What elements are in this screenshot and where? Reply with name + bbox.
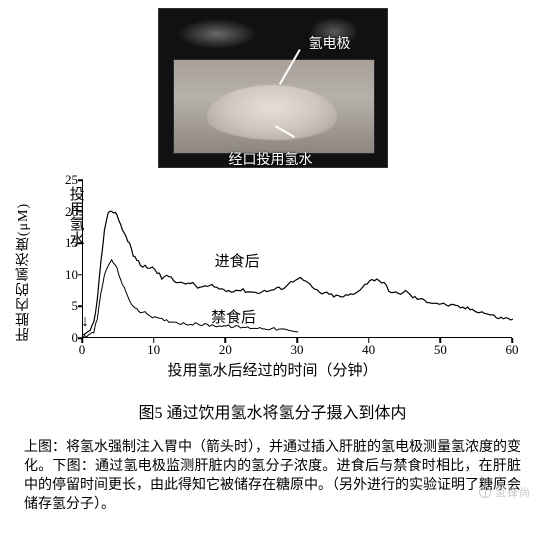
xtick-mark bbox=[153, 338, 155, 343]
watermark-text: 氢锋尚 bbox=[495, 487, 531, 499]
chart-svg bbox=[83, 180, 513, 338]
xtick-label: 10 bbox=[147, 342, 160, 358]
ytick-label: 10 bbox=[54, 267, 78, 283]
xtick-label: 50 bbox=[434, 342, 447, 358]
xtick-label: 40 bbox=[362, 342, 375, 358]
ytick-mark bbox=[78, 306, 83, 308]
xtick-label: 30 bbox=[291, 342, 304, 358]
photo-glare bbox=[177, 19, 257, 49]
experiment-photo: 氢电极 经口投用氢水 bbox=[158, 8, 388, 168]
ytick-label: 0 bbox=[54, 330, 78, 346]
ytick-mark bbox=[78, 179, 83, 181]
xtick-mark bbox=[81, 338, 83, 343]
photo-label-oral: 经口投用氢水 bbox=[229, 149, 313, 169]
xtick-mark bbox=[368, 338, 370, 343]
chart-xlabel: 投用氢水后经过的时间（分钟） bbox=[20, 359, 525, 380]
figure-caption: 图5 通过饮用氢水将氢分子摄入到体内 bbox=[20, 399, 525, 423]
xtick-mark bbox=[440, 338, 442, 343]
watermark: 氢锋尚 bbox=[479, 484, 531, 500]
series-fasted bbox=[83, 260, 298, 337]
photo-label-electrode: 氢电极 bbox=[309, 33, 351, 53]
xtick-mark bbox=[511, 338, 513, 343]
series-fasted-label: 禁食后 bbox=[211, 310, 256, 327]
ytick-mark bbox=[78, 274, 83, 276]
xtick-label: 20 bbox=[219, 342, 232, 358]
figure-description: 上图：将氢水强制注入胃中（箭头时），并通过插入肝脏的氢电极测量氢浓度的变化。下图… bbox=[20, 439, 525, 515]
chart-plot-area bbox=[82, 180, 512, 338]
xtick-label: 60 bbox=[506, 342, 519, 358]
ytick-label: 5 bbox=[54, 298, 78, 314]
liver-h2-chart: 肝脏内的氢浓度(μM) 0510152025 0102030405060 投用氢… bbox=[20, 174, 525, 369]
photo-specimen bbox=[207, 85, 337, 140]
series-fed bbox=[83, 211, 513, 335]
xtick-mark bbox=[225, 338, 227, 343]
chart-ylabel: 肝脏内的氢浓度(μM) bbox=[14, 202, 34, 340]
watermark-icon bbox=[479, 486, 491, 498]
xtick-label: 0 bbox=[79, 342, 86, 358]
inject-label: 投用氢水 bbox=[67, 186, 84, 246]
xtick-mark bbox=[296, 338, 298, 343]
inject-arrow-icon: ↓ bbox=[81, 314, 89, 330]
series-fed-label: 进食后 bbox=[215, 254, 260, 271]
